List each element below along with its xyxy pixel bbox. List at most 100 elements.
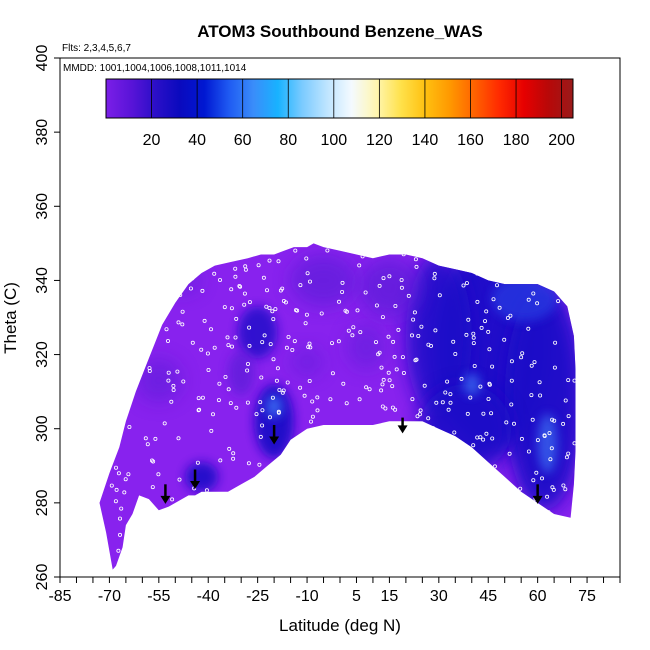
sample-point — [451, 339, 456, 344]
sample-point — [442, 548, 447, 553]
chart-title: ATOM3 Southbound Benzene_WAS — [197, 22, 483, 41]
sample-point — [359, 520, 364, 525]
sample-point — [196, 508, 201, 513]
sample-point — [434, 517, 439, 522]
sample-point — [344, 401, 349, 406]
sample-point — [390, 384, 395, 389]
sample-point — [234, 405, 239, 410]
field-blobs — [135, 243, 576, 511]
sample-point — [101, 283, 106, 288]
sample-point — [298, 283, 303, 288]
down-arrow — [397, 417, 408, 434]
colorbar-tick-label: 20 — [143, 132, 161, 149]
sample-point — [315, 453, 320, 458]
sample-point — [516, 509, 521, 514]
sample-point — [159, 302, 164, 307]
sample-point — [508, 510, 513, 515]
sample-point — [247, 300, 252, 305]
sample-point — [294, 542, 299, 547]
sample-point — [350, 551, 355, 556]
sample-point — [242, 291, 247, 296]
sample-point — [455, 464, 460, 469]
sample-point — [168, 514, 173, 519]
sample-point — [509, 378, 514, 383]
sample-point — [264, 288, 269, 293]
sample-point — [390, 405, 395, 410]
sample-point — [466, 317, 471, 322]
colorbar-gradient — [106, 79, 573, 118]
sample-point — [206, 563, 211, 568]
sample-point — [295, 308, 300, 313]
sample-point — [237, 283, 242, 288]
sample-point — [487, 347, 492, 352]
sample-point — [584, 284, 587, 287]
sample-point — [485, 536, 490, 541]
sample-point — [529, 363, 534, 368]
sample-point — [256, 263, 261, 268]
sample-point — [505, 315, 510, 320]
sample-point — [202, 318, 207, 323]
sample-point — [247, 325, 252, 330]
sample-point — [156, 472, 161, 477]
sample-point — [526, 527, 531, 532]
sample-point — [168, 279, 173, 284]
sample-point — [143, 535, 148, 540]
sample-point — [268, 342, 273, 347]
sample-point — [181, 553, 186, 558]
sample-point — [268, 565, 273, 570]
sample-point — [315, 408, 320, 413]
field-blob — [346, 324, 387, 370]
sample-point — [471, 335, 476, 340]
sample-point — [252, 518, 257, 523]
sample-point — [577, 553, 580, 556]
sample-point — [330, 371, 335, 376]
sample-point — [411, 517, 416, 522]
sample-point — [387, 491, 392, 496]
sample-point — [116, 320, 121, 325]
colorbar-tick-label: 180 — [503, 132, 530, 149]
sample-point — [216, 398, 221, 403]
sample-point — [442, 495, 447, 500]
sample-point — [519, 436, 524, 441]
sample-point — [376, 544, 381, 549]
sample-point — [104, 270, 109, 275]
sample-point — [583, 409, 586, 412]
sample-point — [150, 246, 155, 251]
sample-point — [245, 368, 250, 373]
sample-point — [374, 303, 379, 308]
sample-point — [180, 280, 185, 285]
sample-point — [267, 306, 272, 311]
sample-point — [379, 365, 384, 370]
sample-point — [208, 327, 213, 332]
sample-point — [573, 536, 576, 541]
sample-point — [555, 536, 560, 541]
sample-point — [267, 258, 272, 263]
sample-point — [469, 267, 474, 272]
sample-point — [495, 243, 500, 246]
sample-point — [138, 367, 143, 372]
sample-point — [559, 547, 564, 552]
sample-point — [130, 318, 135, 323]
sample-point — [297, 557, 302, 562]
sample-point — [116, 548, 121, 553]
sample-point — [397, 476, 402, 481]
sample-point — [484, 309, 489, 314]
sample-point — [563, 487, 568, 492]
sample-point — [537, 513, 542, 518]
sample-point — [412, 310, 417, 315]
sample-point — [526, 449, 531, 454]
sample-point — [446, 407, 451, 412]
sample-point — [453, 566, 458, 570]
sample-point — [209, 245, 214, 250]
field-blob — [185, 462, 219, 492]
sample-point — [351, 426, 356, 431]
sample-point — [233, 274, 238, 279]
sample-point — [505, 541, 510, 546]
sample-point — [373, 340, 378, 345]
y-tick-label: 300 — [34, 415, 51, 442]
sample-point — [518, 486, 523, 491]
sample-point — [163, 517, 168, 522]
sample-point — [99, 329, 104, 334]
sample-point — [320, 427, 325, 432]
